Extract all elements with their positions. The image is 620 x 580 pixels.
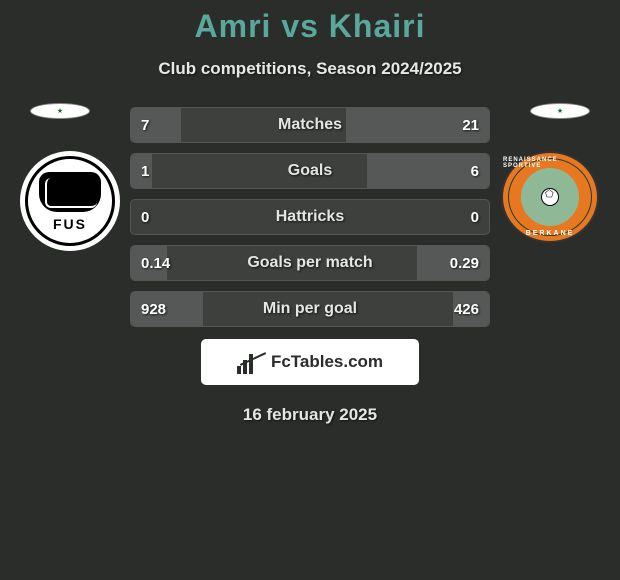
- arabic-script-icon: [39, 172, 101, 212]
- subtitle: Club competitions, Season 2024/2025: [0, 59, 620, 79]
- watermark-text: FcTables.com: [271, 352, 383, 372]
- stat-row: 7Matches21: [130, 107, 490, 143]
- right-club-logo: RENAISSANCE SPORTIVE BERKANE: [500, 151, 600, 243]
- right-country-flag: [530, 103, 590, 119]
- fus-logo-icon: ♔ ★ FUS: [25, 156, 115, 246]
- fus-label: FUS: [53, 216, 87, 232]
- stat-value-right: 0: [471, 209, 479, 226]
- page-title: Amri vs Khairi: [0, 8, 620, 45]
- stat-label: Goals: [131, 162, 489, 180]
- watermark[interactable]: FcTables.com: [201, 339, 419, 385]
- stat-row: 0.14Goals per match0.29: [130, 245, 490, 281]
- stat-label: Min per goal: [131, 300, 489, 318]
- stat-row: 928Min per goal426: [130, 291, 490, 327]
- morocco-flag-icon: [30, 103, 90, 119]
- stat-value-right: 0.29: [450, 255, 479, 272]
- left-club-logo: ♔ ★ FUS: [20, 151, 120, 251]
- rsb-top-text: RENAISSANCE SPORTIVE: [503, 157, 597, 169]
- stat-row: 1Goals6: [130, 153, 490, 189]
- stat-label: Hattricks: [131, 208, 489, 226]
- main-area: ♔ ★ FUS RENAISSANCE SPORTIVE BERKANE 7Ma…: [0, 107, 620, 425]
- date-label: 16 february 2025: [0, 405, 620, 425]
- rsb-bottom-text: BERKANE: [526, 230, 575, 237]
- widget-container: Amri vs Khairi Club competitions, Season…: [0, 0, 620, 425]
- crown-icon: ♔: [66, 161, 75, 172]
- left-country-flag: [30, 103, 90, 119]
- stat-label: Goals per match: [131, 254, 489, 272]
- stat-value-right: 6: [471, 163, 479, 180]
- chart-bars-icon: [237, 350, 265, 374]
- stat-value-right: 426: [454, 301, 479, 318]
- soccer-ball-icon: [541, 188, 559, 206]
- stat-label: Matches: [131, 116, 489, 134]
- morocco-flag-icon: [530, 103, 590, 119]
- stat-value-right: 21: [462, 117, 479, 134]
- rsb-logo-icon: RENAISSANCE SPORTIVE BERKANE: [501, 151, 599, 243]
- stats-table: 7Matches21 1Goals6 0Hattricks0 0.14Goals pe…: [130, 107, 490, 327]
- stat-row: 0Hattricks0: [130, 199, 490, 235]
